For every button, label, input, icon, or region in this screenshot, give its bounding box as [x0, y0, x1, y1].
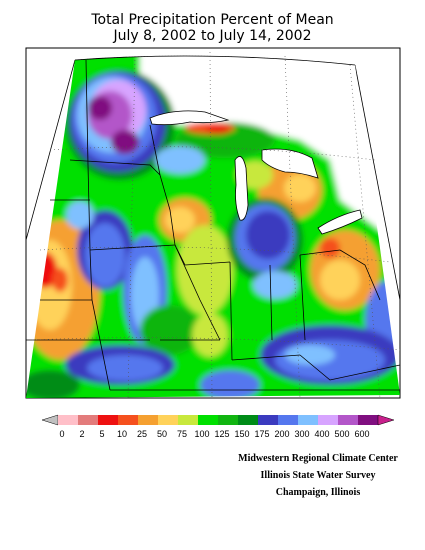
- map-title: Total Precipitation Percent of Mean: [91, 12, 334, 28]
- legend-label: 100: [194, 429, 209, 439]
- legend-swatch: [78, 415, 98, 425]
- legend-swatch: [98, 415, 118, 425]
- legend-swatch: [118, 415, 138, 425]
- legend-label: 500: [334, 429, 349, 439]
- legend-label: 125: [214, 429, 229, 439]
- legend-swatch: [318, 415, 338, 425]
- legend-label: 2: [79, 429, 84, 439]
- legend-label: 5: [99, 429, 104, 439]
- legend-swatch: [338, 415, 358, 425]
- legend-swatch: [138, 415, 158, 425]
- legend-label: 600: [354, 429, 369, 439]
- legend-swatch: [258, 415, 278, 425]
- legend-swatch: [278, 415, 298, 425]
- graticule: [31, 51, 401, 399]
- legend-swatch: [298, 415, 318, 425]
- credit-center: Midwestern Regional Climate Center: [238, 453, 398, 464]
- credit-survey: Illinois State Water Survey: [260, 470, 376, 481]
- legend-label: 10: [117, 429, 127, 439]
- legend-high-arrow: [377, 414, 395, 426]
- legend-swatch: [198, 415, 218, 425]
- credit-location: Champaign, Illinois: [275, 487, 361, 498]
- legend-label: 50: [157, 429, 167, 439]
- legend: 0 2 5 10 25 50 75 100 125 150 175 200 300 400 500 600: [41, 414, 395, 439]
- legend-swatch: [358, 415, 378, 425]
- legend-swatch: [178, 415, 198, 425]
- legend-label: 175: [254, 429, 269, 439]
- legend-swatch: [58, 415, 78, 425]
- legend-label: 0: [59, 429, 64, 439]
- legend-label: 400: [314, 429, 329, 439]
- boundaries: [26, 55, 401, 391]
- legend-label: 75: [177, 429, 187, 439]
- legend-swatch: [218, 415, 238, 425]
- great-lakes: [149, 110, 363, 235]
- map-date-range: July 8, 2002 to July 14, 2002: [113, 28, 312, 44]
- legend-label: 200: [274, 429, 289, 439]
- legend-label: 300: [294, 429, 309, 439]
- legend-label: 150: [234, 429, 249, 439]
- legend-swatch: [158, 415, 178, 425]
- legend-low-arrow: [41, 414, 59, 426]
- precipitation-field: [26, 56, 400, 398]
- legend-label: 25: [137, 429, 147, 439]
- legend-swatch: [238, 415, 258, 425]
